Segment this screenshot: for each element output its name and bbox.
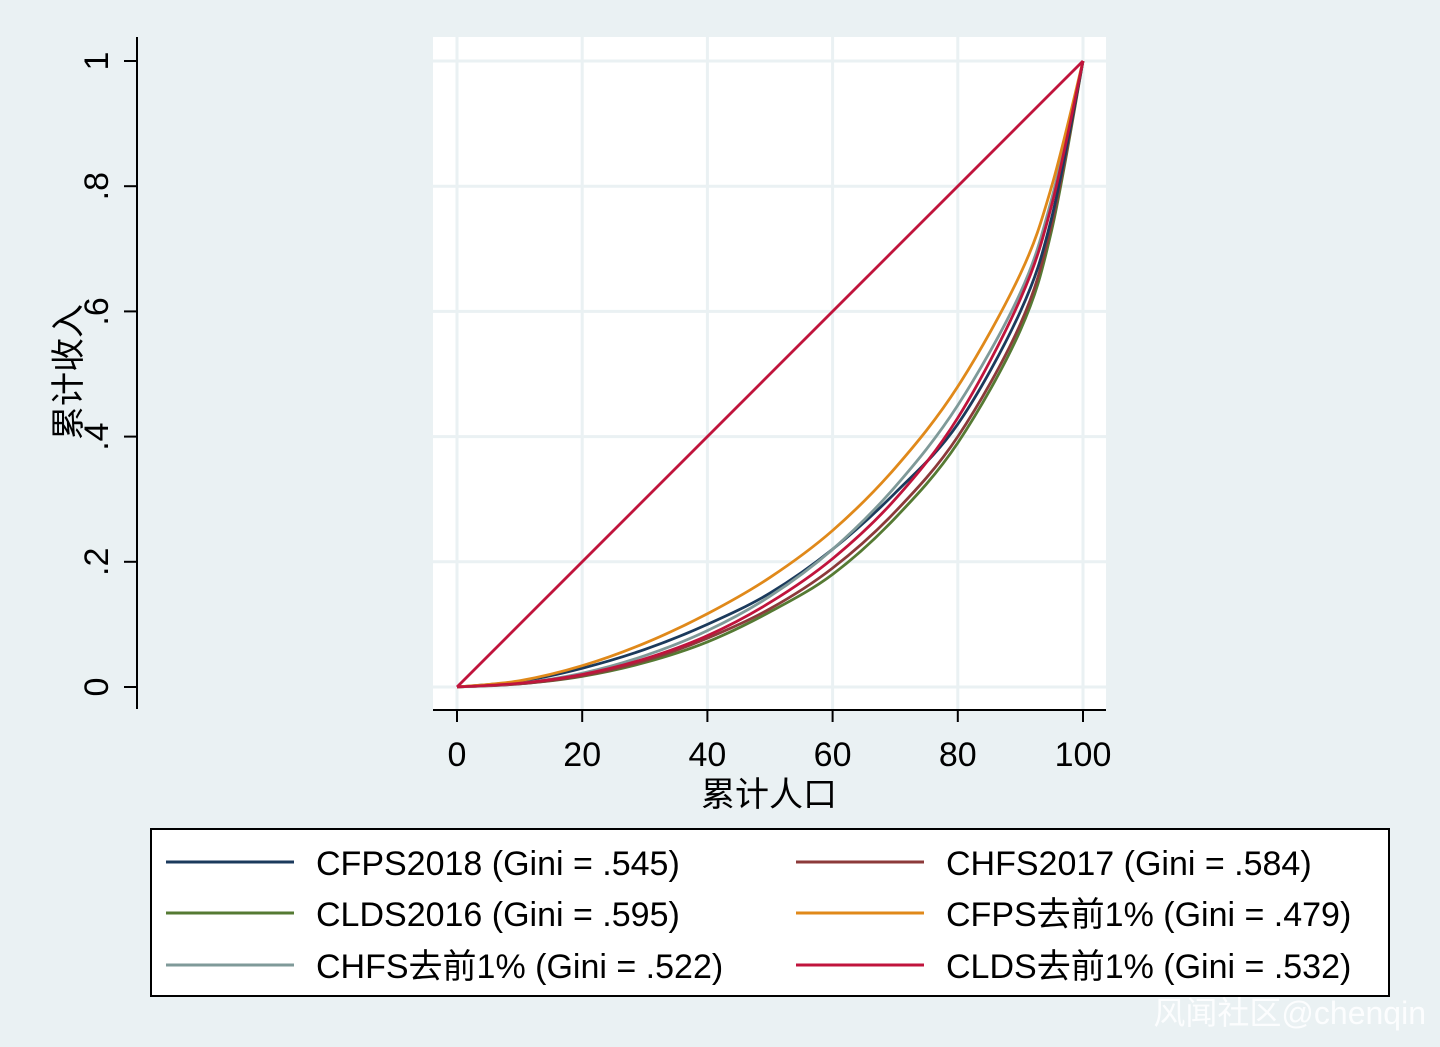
y-axis-title: 累计收入: [50, 304, 88, 440]
y-tick-label: .6: [78, 297, 116, 325]
x-axis-title: 累计人口: [701, 776, 837, 814]
x-tick-label: 20: [563, 736, 601, 774]
series-line-5: [456, 60, 1085, 689]
legend-box: [150, 828, 1390, 997]
y-tick-label: 0: [78, 678, 116, 697]
x-tick-label: 40: [688, 736, 726, 774]
legend-label-1: CHFS2017 (Gini = .584): [946, 845, 1312, 883]
legend: CFPS2018 (Gini = .545) CHFS2017 (Gini = .…: [166, 845, 1351, 986]
y-ticks: 0 .2 .4 .6 .8 1: [78, 52, 137, 697]
legend-label-2: CLDS2016 (Gini = .595): [316, 896, 680, 934]
series-lines: [456, 60, 1085, 689]
x-tick-label: 0: [448, 736, 467, 774]
x-tick-label: 100: [1055, 736, 1112, 774]
y-tick-label: .2: [78, 548, 116, 576]
x-tick-label: 80: [939, 736, 977, 774]
grid: [433, 37, 1106, 709]
axes: [136, 37, 1106, 711]
legend-label-4: CHFS去前1% (Gini = .522): [316, 948, 723, 986]
legend-label-0: CFPS2018 (Gini = .545): [316, 845, 680, 883]
legend-label-3: CFPS去前1% (Gini = .479): [946, 896, 1351, 934]
legend-label-5: CLDS去前1% (Gini = .532): [946, 948, 1351, 986]
y-tick-label: .4: [78, 422, 116, 450]
y-tick-label: 1: [78, 52, 116, 71]
equality-line: [456, 60, 1084, 688]
y-tick-label: .8: [78, 172, 116, 200]
series-line-3: [456, 60, 1085, 689]
x-tick-label: 60: [814, 736, 852, 774]
watermark: 风闻社区@chenqin: [1153, 995, 1426, 1031]
x-ticks: 0 20 40 60 80 100: [448, 710, 1112, 774]
